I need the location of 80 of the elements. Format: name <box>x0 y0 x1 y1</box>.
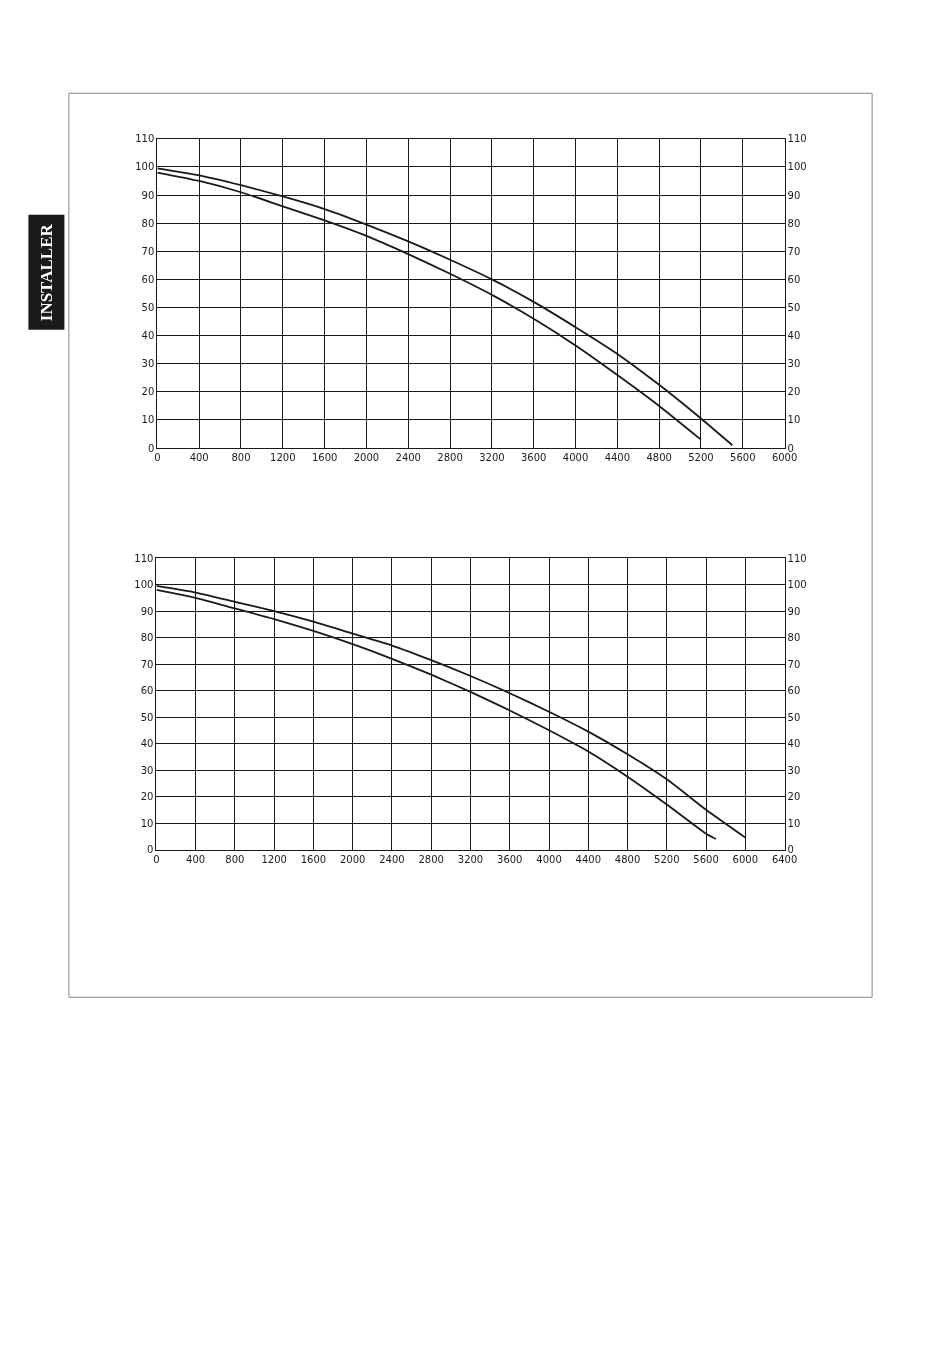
x-tick-label: 4800 <box>614 853 641 865</box>
y-tick-label: 100 <box>134 579 154 591</box>
x-tick-label: 2400 <box>395 452 421 464</box>
y-tick-label: 70 <box>140 658 154 670</box>
x-tick-label: 5600 <box>730 452 756 464</box>
y2-tick-label: 70 <box>787 245 801 257</box>
y2-tick-label: 90 <box>787 605 801 617</box>
y2-tick-label: 10 <box>787 414 801 426</box>
y-tick-label: 0 <box>147 844 154 856</box>
y2-tick-label: 90 <box>787 189 801 201</box>
x-tick-label: 1200 <box>261 853 287 865</box>
y2-tick-label: 30 <box>787 358 801 370</box>
y-tick-label: 90 <box>140 605 154 617</box>
x-tick-label: 4000 <box>562 452 589 464</box>
y-tick-label: 20 <box>140 791 154 803</box>
x-tick-label: 6000 <box>732 853 759 865</box>
y2-tick-label: 30 <box>787 764 801 776</box>
y2-tick-label: 20 <box>787 791 801 803</box>
x-tick-label: 2400 <box>379 853 405 865</box>
x-tick-label: 6000 <box>771 452 798 464</box>
x-tick-label: 400 <box>189 452 209 464</box>
y2-tick-label: 100 <box>787 579 807 591</box>
y-tick-label: 60 <box>140 685 154 697</box>
y2-tick-label: 80 <box>787 217 801 229</box>
y2-tick-label: 0 <box>787 844 794 856</box>
y-tick-label: 80 <box>140 632 154 644</box>
x-tick-label: 6400 <box>771 853 798 865</box>
y-tick-label: 40 <box>141 330 155 342</box>
x-tick-label: 3600 <box>520 452 547 464</box>
x-tick-label: 5600 <box>693 853 719 865</box>
y2-tick-label: 100 <box>787 161 807 173</box>
y2-tick-label: 80 <box>787 632 801 644</box>
x-tick-label: 4800 <box>646 452 672 464</box>
y2-tick-label: 50 <box>787 711 801 723</box>
x-tick-label: 3200 <box>457 853 484 865</box>
y2-tick-label: 50 <box>787 302 801 314</box>
y-tick-label: 100 <box>135 161 155 173</box>
x-tick-label: 1600 <box>300 853 327 865</box>
x-tick-label: 2800 <box>418 853 444 865</box>
x-tick-label: 400 <box>186 853 206 865</box>
x-tick-label: 3600 <box>497 853 523 865</box>
y-tick-label: 110 <box>134 552 154 564</box>
y-tick-label: 30 <box>141 358 155 370</box>
y-tick-label: 110 <box>135 133 155 145</box>
y2-tick-label: 70 <box>787 658 801 670</box>
y-tick-label: 50 <box>141 302 155 314</box>
y-tick-label: 40 <box>140 738 154 750</box>
y2-tick-label: 110 <box>787 552 807 564</box>
x-tick-label: 1200 <box>270 452 296 464</box>
y2-tick-label: 10 <box>787 817 801 829</box>
y-tick-label: 60 <box>141 273 155 285</box>
y2-tick-label: 60 <box>787 685 801 697</box>
y-tick-label: 80 <box>141 217 155 229</box>
y-tick-label: 0 <box>147 442 155 454</box>
y-tick-label: 90 <box>141 189 155 201</box>
y-tick-label: 10 <box>141 414 155 426</box>
y2-tick-label: 0 <box>787 442 794 454</box>
x-tick-label: 5200 <box>688 452 714 464</box>
y2-tick-label: 110 <box>787 133 807 145</box>
y2-tick-label: 60 <box>787 273 801 285</box>
x-tick-label: 4000 <box>536 853 562 865</box>
x-tick-label: 800 <box>225 853 245 865</box>
y-tick-label: 70 <box>141 245 155 257</box>
x-tick-label: 1600 <box>311 452 338 464</box>
x-tick-label: 4400 <box>575 853 602 865</box>
y2-tick-label: 40 <box>787 738 801 750</box>
y-tick-label: 20 <box>141 386 155 398</box>
x-tick-label: 2000 <box>339 853 366 865</box>
y-tick-label: 30 <box>140 764 154 776</box>
y-tick-label: 50 <box>140 711 154 723</box>
text: INSTALLER <box>36 223 56 322</box>
x-tick-label: 3200 <box>479 452 505 464</box>
x-tick-label: 4400 <box>604 452 631 464</box>
y-tick-label: 10 <box>140 817 154 829</box>
x-tick-label: 2000 <box>353 452 380 464</box>
x-tick-label: 2800 <box>437 452 463 464</box>
x-tick-label: 800 <box>231 452 251 464</box>
x-tick-label: 5200 <box>654 853 680 865</box>
y2-tick-label: 40 <box>787 330 801 342</box>
y2-tick-label: 20 <box>787 386 801 398</box>
